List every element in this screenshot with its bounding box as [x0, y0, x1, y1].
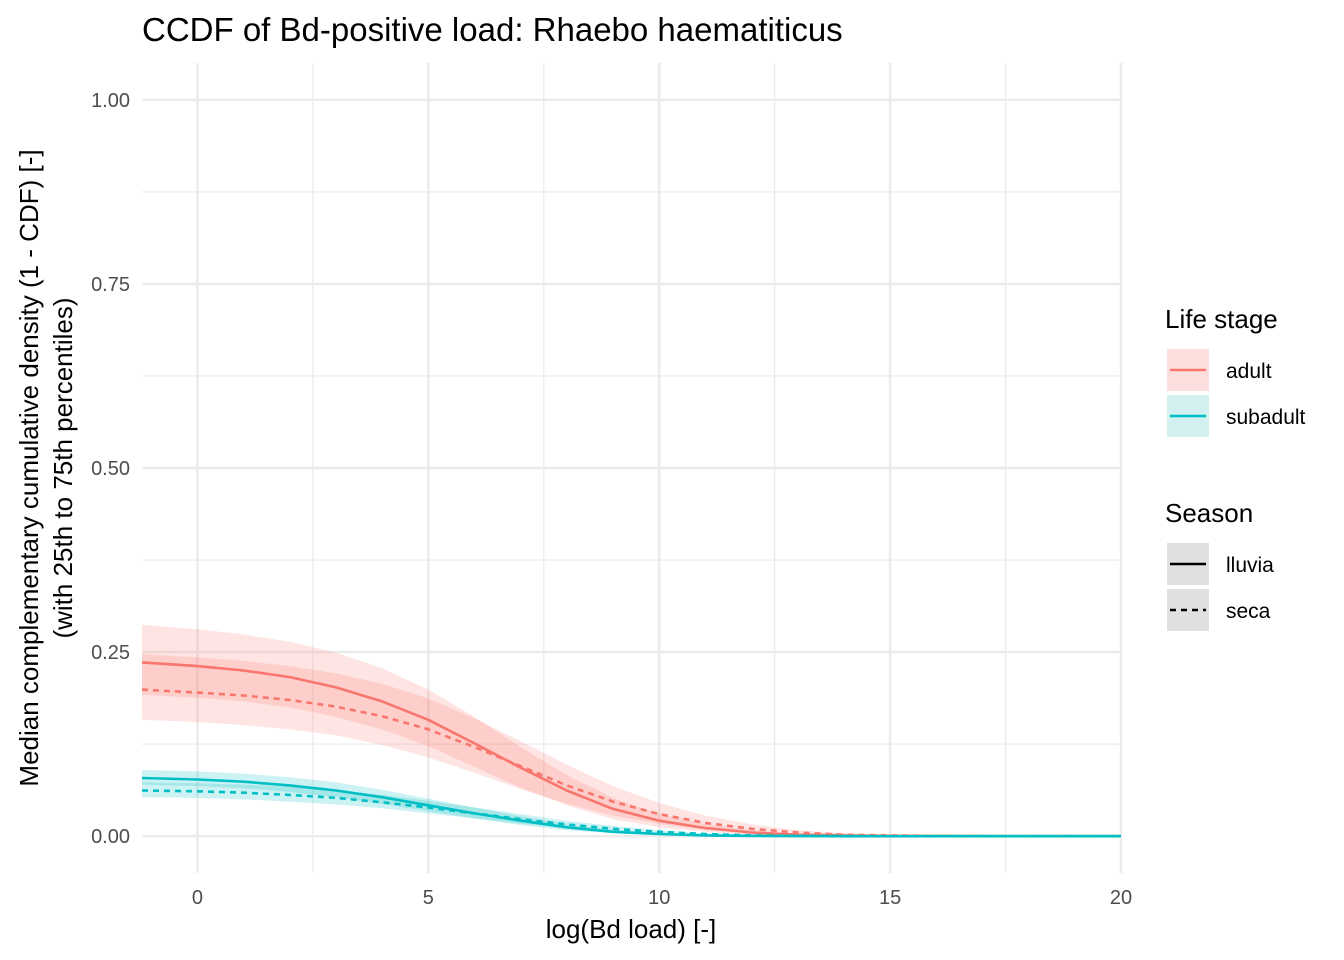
ribbon-subadult-lluvia [142, 769, 1121, 837]
legend-item-lluvia: lluvia [1167, 543, 1274, 585]
legend-item-seca: seca [1167, 589, 1271, 631]
x-tick-label: 20 [1110, 887, 1132, 909]
ribbons [142, 624, 1121, 837]
grid-minor [142, 63, 1121, 873]
y-axis-title-line1: Median complementary cumulative density … [14, 149, 44, 786]
y-axis-ticks: 0.00 0.25 0.50 0.75 1.00 [91, 90, 130, 848]
x-axis-title: log(Bd load) [-] [546, 914, 717, 944]
y-tick-label: 0.00 [91, 826, 130, 848]
plot-panel [141, 63, 1123, 873]
x-axis-ticks: 0 5 10 15 20 [192, 887, 1132, 909]
chart-title: CCDF of Bd-positive load: Rhaebo haemati… [142, 11, 843, 48]
x-tick-label: 10 [648, 887, 670, 909]
x-tick-label: 15 [879, 887, 901, 909]
legend-label-subadult: subadult [1226, 406, 1306, 429]
grid-major [142, 63, 1123, 873]
legend-item-adult: adult [1167, 349, 1272, 391]
ribbon-adult-seca [142, 654, 1121, 837]
x-tick-label: 5 [423, 887, 434, 909]
legend-label-adult: adult [1226, 360, 1272, 383]
y-tick-label: 0.75 [91, 274, 130, 296]
legend-label-lluvia: lluvia [1226, 554, 1274, 577]
y-axis-title-line2: (with 25th to 75th percentiles) [48, 297, 78, 638]
legend-item-subadult: subadult [1167, 395, 1306, 437]
ribbon-adult-lluvia [142, 624, 1121, 837]
ribbon-subadult-seca [142, 782, 1121, 837]
legend: Life stage adult subadult Season lluvia … [1165, 304, 1306, 631]
series-lines [141, 661, 1121, 838]
y-tick-label: 0.50 [91, 458, 130, 480]
x-tick-label: 0 [192, 887, 203, 909]
y-tick-label: 1.00 [91, 90, 130, 112]
y-tick-label: 0.25 [91, 642, 130, 664]
y-axis-title: Median complementary cumulative density … [14, 149, 78, 786]
legend-label-seca: seca [1226, 600, 1271, 623]
legend-title-season: Season [1165, 498, 1253, 528]
line-subadult-seca [141, 789, 1121, 838]
legend-title-life-stage: Life stage [1165, 304, 1278, 334]
